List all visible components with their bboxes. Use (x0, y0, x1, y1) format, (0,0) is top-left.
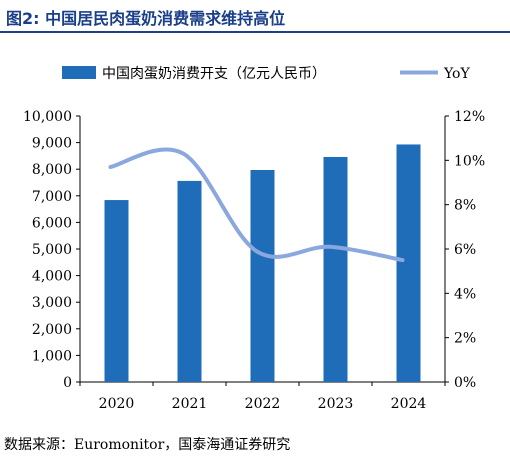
bar-series (104, 144, 421, 382)
legend-bar-swatch (62, 66, 96, 79)
right-tick-label: 0% (454, 375, 476, 391)
right-tick-label: 4% (454, 286, 476, 302)
x-tick-label: 2020 (99, 396, 135, 412)
left-tick-label: 6,000 (32, 215, 72, 231)
figure-title: 图2: 中国居民肉蛋奶消费需求维持高位 (6, 9, 286, 28)
left-tick-label: 7,000 (32, 189, 72, 205)
left-tick-label: 8,000 (32, 162, 72, 178)
left-tick-label: 4,000 (32, 269, 72, 285)
right-tick-label: 10% (454, 153, 485, 169)
legend: 中国肉蛋奶消费开支（亿元人民币） YoY (62, 66, 470, 82)
bar-2021 (177, 180, 202, 382)
right-tick-label: 2% (454, 331, 476, 347)
right-tick-label: 6% (454, 242, 476, 258)
right-tick-label: 8% (454, 198, 476, 214)
left-tick-label: 5,000 (32, 242, 72, 258)
axes: 0 1,000 2,000 3,000 4,000 5,000 6,000 7,000 8,00… (23, 109, 485, 412)
left-tick-label: 0 (63, 375, 72, 391)
left-tick-label: 9,000 (32, 136, 72, 152)
bar-2024 (396, 144, 421, 382)
bar-2023 (323, 156, 348, 382)
bar-2020 (104, 200, 129, 382)
legend-bar-label: 中国肉蛋奶消费开支（亿元人民币） (102, 66, 326, 82)
x-tick-label: 2023 (318, 396, 354, 412)
figure-header: 图2: 中国居民肉蛋奶消费需求维持高位 (0, 0, 510, 34)
left-tick-label: 2,000 (32, 322, 72, 338)
left-tick-label: 1,000 (32, 348, 72, 364)
title-underline (0, 31, 510, 33)
left-tick-label: 10,000 (23, 109, 72, 125)
right-tick-label: 12% (454, 109, 485, 125)
yoy-line (108, 147, 405, 263)
x-tick-label: 2024 (391, 396, 427, 412)
left-tick-label: 3,000 (32, 295, 72, 311)
line-series (108, 147, 405, 263)
source-note: 数据来源：Euromonitor，国泰海通证券研究 (4, 437, 291, 453)
bar-2022 (250, 169, 275, 382)
x-tick-label: 2022 (245, 396, 281, 412)
legend-line-label: YoY (443, 66, 470, 82)
x-tick-label: 2021 (172, 396, 208, 412)
